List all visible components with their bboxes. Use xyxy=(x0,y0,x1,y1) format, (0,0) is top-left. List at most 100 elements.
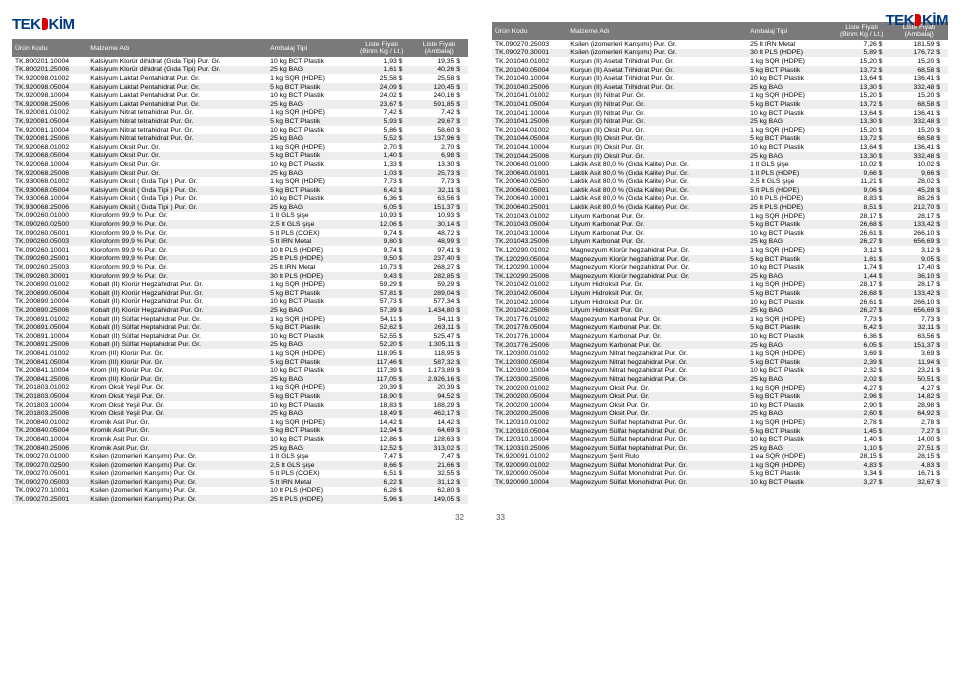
page-number-left: 32 xyxy=(455,513,464,522)
cell-price-unit: 118,95 $ xyxy=(353,349,411,358)
table-row: TK.090260.30001Kloroform 99,9 % Pur. Gr.… xyxy=(12,272,468,281)
cell-code: TK.200200.10004 xyxy=(492,401,567,410)
table-row: TK.920081.05004Kalsiyum Nitrat tetrahidr… xyxy=(12,117,468,126)
cell-pack: 25 lt PLS (HDPE) xyxy=(267,495,353,504)
cell-name: Kalsiyum Oksit ( Gıda Tipi ) Pur. Gr. xyxy=(87,177,267,186)
cell-code: TK.120300.25006 xyxy=(492,375,567,384)
cell-name: Kurşun (II) Oksit Pur. Gr. xyxy=(567,152,747,161)
cell-pack: 1 kg SQR (HDPE) xyxy=(747,461,833,470)
cell-price-unit: 6,36 $ xyxy=(353,195,411,204)
cell-price-total: 240,16 $ xyxy=(410,91,468,100)
cell-pack: 5 kg BCT Plastik xyxy=(747,66,833,75)
cell-price-unit: 18,90 $ xyxy=(353,392,411,401)
table-row: TK.201803.10004Krom Oksit Yeşil Pur. Gr.… xyxy=(12,401,468,410)
cell-price-unit: 5,89 $ xyxy=(833,49,891,58)
cell-pack: 10 kg BCT Plastik xyxy=(267,366,353,375)
cell-price-total: 332,48 $ xyxy=(890,152,948,161)
cell-price-total: 7,42 $ xyxy=(410,109,468,118)
cell-pack: 10 kg BCT Plastik xyxy=(267,91,353,100)
page-right: TEKKİM Ürün Kodu Malzeme Adı Ambalaj Tip… xyxy=(480,0,960,528)
cell-price-unit: 24,02 $ xyxy=(353,91,411,100)
cell-price-total: 136,41 $ xyxy=(890,109,948,118)
cell-code: TK.920098.01002 xyxy=(12,74,87,83)
cell-name: Ksilen (izomerleri Karışımı) Pur. Gr. xyxy=(567,40,747,49)
cell-name: Magnezyum Nitrat hegzahidrat Pur. Gr. xyxy=(567,349,747,358)
cell-price-total: 332,48 $ xyxy=(890,117,948,126)
cell-price-total: 3,12 $ xyxy=(890,246,948,255)
cell-code: TK.201041.01002 xyxy=(492,92,567,101)
cell-price-unit: 28,17 $ xyxy=(833,212,891,221)
cell-price-total: 68,58 $ xyxy=(890,135,948,144)
table-row: TK.920098.10004Kalsiyum Laktat Pentahidr… xyxy=(12,91,468,100)
cell-price-total: 14,42 $ xyxy=(410,418,468,427)
cell-pack: 5 lt PLS (COEX) xyxy=(267,229,353,238)
cell-price-total: 30,14 $ xyxy=(410,220,468,229)
cell-name: Kloroform 99,9 % Pur. Gr. xyxy=(87,220,267,229)
cell-price-unit: 13,72 $ xyxy=(833,135,891,144)
cell-pack: 10 kg BCT Plastik xyxy=(747,74,833,83)
th-price1: Liste Fiyatı(Birim Kg / Lt.) xyxy=(353,39,411,57)
table-row: TK.120300.25006Magnezyum Nitrat hegzahid… xyxy=(492,375,948,384)
cell-code: TK.920081.05004 xyxy=(12,117,87,126)
cell-pack: 25 kg BAG xyxy=(747,117,833,126)
table-row: TK.201040.05004Kurşun (II) Asetat Trihid… xyxy=(492,66,948,75)
cell-name: Kromik Asit Pur. Gr. xyxy=(87,427,267,436)
cell-pack: 25 lt PLS (HDPE) xyxy=(747,203,833,212)
cell-price-total: 1.173,89 $ xyxy=(410,366,468,375)
table-row: TK.201041.05004Kurşun (II) Nitrat Pur. G… xyxy=(492,100,948,109)
cell-name: Magnezyum Karbonat Pur. Gr. xyxy=(567,315,747,324)
cell-pack: 25 kg BAG xyxy=(267,375,353,384)
cell-name: Lityum Karbonat Pur. Gr. xyxy=(567,238,747,247)
cell-price-total: 62,80 $ xyxy=(410,487,468,496)
cell-price-unit: 13,64 $ xyxy=(833,109,891,118)
cell-code: TK.920068.10004 xyxy=(12,160,87,169)
cell-price-unit: 26,61 $ xyxy=(833,298,891,307)
cell-price-unit: 6,05 $ xyxy=(833,341,891,350)
cell-code: TK.201040.01002 xyxy=(492,57,567,66)
cell-price-total: 2,78 $ xyxy=(890,418,948,427)
cell-name: Kalsiyum Oksit Pur. Gr. xyxy=(87,169,267,178)
cell-price-total: 4,83 $ xyxy=(890,461,948,470)
cell-name: Magnezyum Nitrat hegzahidrat Pur. Gr. xyxy=(567,367,747,376)
cell-price-unit: 9,43 $ xyxy=(353,272,411,281)
cell-price-total: 14,82 $ xyxy=(890,392,948,401)
cell-code: TK.200890.25006 xyxy=(12,306,87,315)
table-row: TK.201040.25006Kurşun (II) Asetat Trihid… xyxy=(492,83,948,92)
table-row: TK.201042.01002Lityum Hidroksit Pur. Gr.… xyxy=(492,281,948,290)
cell-price-total: 9,05 $ xyxy=(890,255,948,264)
cell-price-total: 64,92 $ xyxy=(890,410,948,419)
cell-name: Kloroform 99,9 % Pur. Gr. xyxy=(87,272,267,281)
cell-code: TK.090270.10001 xyxy=(12,487,87,496)
cell-code: TK.201776.25006 xyxy=(492,341,567,350)
cell-name: Kalsiyum Nitrat tetrahidrat Pur. Gr. xyxy=(87,109,267,118)
cell-price-unit: 9,66 $ xyxy=(833,169,891,178)
cell-price-total: 462,17 $ xyxy=(410,409,468,418)
cell-price-unit: 5,93 $ xyxy=(353,117,411,126)
cell-price-unit: 2,78 $ xyxy=(833,418,891,427)
cell-pack: 5 kg BCT Plastik xyxy=(267,358,353,367)
table-row: TK.090270.01000Ksilen (izomerleri Karışı… xyxy=(12,452,468,461)
table-row: TK.120290.05004Magnezyum Klorür hegzahid… xyxy=(492,255,948,264)
cell-price-unit: 13,30 $ xyxy=(833,83,891,92)
cell-price-unit: 59,29 $ xyxy=(353,280,411,289)
cell-pack: 25 kg BAG xyxy=(747,341,833,350)
cell-code: TK.201042.10004 xyxy=(492,298,567,307)
cell-name: Laktik Asit 80,0 % (Gıda Kalite) Pur. Gr… xyxy=(567,203,747,212)
cell-pack: 1 kg SQR (HDPE) xyxy=(747,315,833,324)
cell-code: TK.200640.25001 xyxy=(492,203,567,212)
cell-pack: 1 kg SQR (HDPE) xyxy=(267,418,353,427)
cell-price-unit: 11,21 $ xyxy=(833,178,891,187)
cell-code: TK.200890.10004 xyxy=(12,298,87,307)
cell-name: Laktik Asit 80,0 % (Gıda Kalite) Pur. Gr… xyxy=(567,160,747,169)
cell-code: TK.200840.10004 xyxy=(12,435,87,444)
cell-price-total: 20,39 $ xyxy=(410,384,468,393)
cell-name: Magnezyum Klorür hegzahidrat Pur. Gr. xyxy=(567,246,747,255)
cell-pack: 5 kg BCT Plastik xyxy=(267,323,353,332)
cell-pack: 25 kg BAG xyxy=(747,272,833,281)
cell-pack: 10 kg BCT Plastik xyxy=(747,367,833,376)
cell-code: TK.090270.25003 xyxy=(492,40,567,49)
cell-code: TK.920091.01002 xyxy=(492,453,567,462)
cell-price-total: 2,70 $ xyxy=(410,143,468,152)
cell-code: TK.090270.01000 xyxy=(12,452,87,461)
cell-pack: 10 lt PLS (HDPE) xyxy=(267,487,353,496)
